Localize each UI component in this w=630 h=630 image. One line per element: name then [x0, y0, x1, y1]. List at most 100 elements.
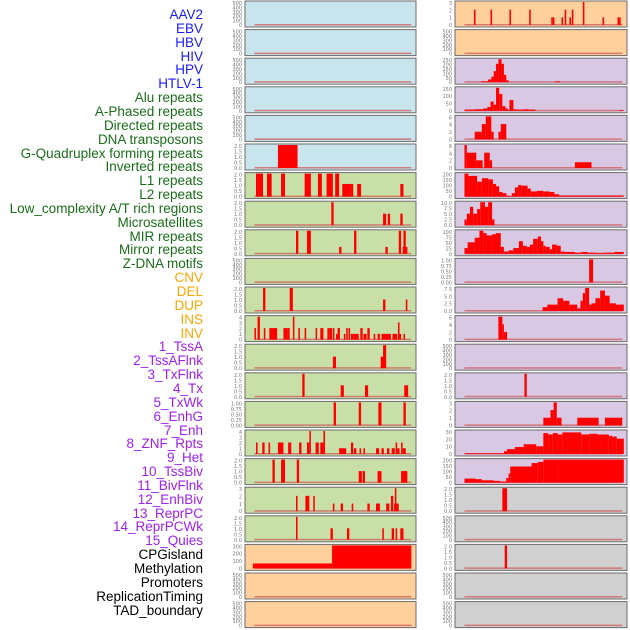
bar	[609, 303, 616, 311]
baseline	[464, 138, 623, 140]
y-tick-label: 200	[442, 173, 452, 179]
baseline	[254, 596, 412, 598]
track-panel	[454, 57, 628, 85]
bar	[549, 192, 555, 197]
track-panel	[454, 143, 628, 171]
y-tick-label: 0.50	[231, 412, 242, 418]
y-tick-label: 0.5	[444, 561, 452, 567]
y-tick-label: 3	[239, 487, 242, 493]
bar	[563, 300, 570, 311]
track-panel	[244, 0, 417, 28]
bar	[335, 173, 340, 197]
bar	[331, 202, 334, 226]
baseline	[254, 395, 412, 398]
y-tick-label: 0.0	[234, 166, 242, 172]
bar	[398, 230, 402, 254]
bar	[263, 288, 266, 311]
bar	[537, 190, 544, 197]
y-tick-label: 500	[442, 30, 452, 36]
baseline	[464, 167, 623, 169]
bar	[390, 495, 394, 512]
bar	[382, 528, 384, 540]
bar	[469, 206, 474, 226]
y-tick-label: 0.50	[441, 269, 452, 275]
y-tick-label: 1.0	[234, 298, 242, 304]
bar	[608, 435, 613, 454]
y-tick-label: 0.5	[444, 389, 452, 395]
y-tick-label: 100	[442, 591, 452, 597]
y-tick-label: 0	[449, 252, 452, 258]
y-tick-label: 0	[449, 338, 452, 344]
bar	[552, 17, 555, 25]
bar	[473, 213, 478, 226]
bar	[299, 442, 302, 454]
y-tick-label: 200	[232, 100, 242, 106]
track-panel	[244, 601, 417, 629]
y-tick-label: 200	[232, 129, 242, 135]
y-tick-label: 300	[442, 525, 452, 531]
bar	[484, 152, 490, 168]
y-tick-label: 100	[232, 276, 242, 282]
y-tick-label: 0.0	[444, 223, 452, 229]
y-tick-label: 0	[239, 280, 242, 286]
bar	[350, 333, 354, 340]
y-tick-label: 400	[232, 577, 242, 583]
y-tick-label: 25	[446, 246, 452, 252]
bar	[339, 448, 347, 454]
bar	[403, 230, 406, 254]
bar	[464, 109, 475, 111]
bar	[499, 481, 507, 483]
bar	[518, 241, 523, 254]
bar	[327, 328, 330, 340]
baseline	[464, 81, 623, 83]
bar	[315, 328, 318, 340]
baseline	[464, 624, 623, 627]
bar	[582, 293, 586, 311]
bar	[589, 304, 592, 311]
bar	[340, 503, 344, 512]
bar	[483, 233, 487, 254]
y-tick-label: 200	[442, 586, 452, 592]
bar	[557, 459, 624, 483]
bar	[346, 528, 350, 540]
track-label: DNA transposons	[97, 131, 203, 147]
y-tick-label: 0	[449, 52, 452, 58]
y-tick-label: 0	[449, 137, 452, 143]
bar	[551, 17, 553, 25]
bar	[268, 442, 271, 454]
y-tick-label: 0	[449, 23, 452, 29]
bar	[514, 187, 519, 197]
bar	[527, 188, 531, 197]
baseline	[464, 281, 623, 283]
y-tick-label: 2.0	[234, 516, 242, 522]
bar	[304, 328, 307, 340]
bar	[615, 304, 624, 311]
y-tick-label: 0.25	[441, 275, 452, 281]
baseline	[254, 167, 412, 169]
bar	[378, 402, 382, 426]
y-tick-label: 0	[449, 80, 452, 86]
bar	[600, 434, 609, 454]
y-tick-label: 200	[232, 552, 242, 558]
bar	[464, 453, 504, 454]
bar	[503, 451, 508, 454]
bar	[503, 331, 508, 340]
y-tick-label: 0.0	[234, 223, 242, 229]
y-tick-label: 3	[239, 436, 242, 442]
bar	[296, 459, 300, 483]
bar	[591, 303, 596, 311]
bar	[385, 246, 388, 254]
baseline	[464, 24, 623, 26]
bar	[367, 328, 370, 340]
bar	[496, 63, 499, 83]
y-tick-label: 0.5	[234, 361, 242, 367]
y-tick-label: 300	[232, 610, 242, 616]
track-panel	[244, 229, 417, 257]
bar	[526, 246, 530, 254]
bar	[554, 194, 560, 197]
bar	[518, 185, 522, 197]
y-tick-label: 6	[449, 144, 452, 150]
bar	[383, 299, 386, 311]
y-tick-label: 4	[449, 323, 452, 329]
bar	[574, 162, 592, 168]
